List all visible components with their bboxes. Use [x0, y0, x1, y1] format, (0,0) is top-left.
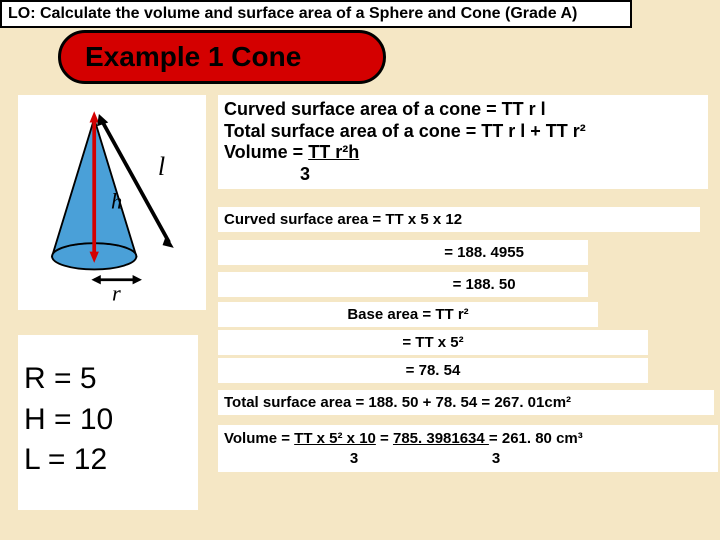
vol-denom2: 3 — [436, 449, 556, 469]
calc-base-1: Base area = TT r² — [218, 302, 598, 327]
example-title: Example 1 Cone — [58, 30, 386, 84]
given-l: L = 12 — [24, 440, 192, 481]
radius-arrow-l — [91, 275, 100, 284]
calc-base-3: = 78. 54 — [218, 358, 648, 383]
given-values: R = 5 H = 10 L = 12 — [18, 335, 198, 510]
vol-num2: 785. 3981634 — [393, 430, 489, 447]
vol-eq1: = — [376, 430, 393, 447]
calc-csa-1: Curved surface area = TT x 5 x 12 — [218, 207, 700, 232]
vol-prefix: Volume = — [224, 430, 294, 447]
cone-diagram: h l r — [18, 95, 206, 310]
calc-tsa: Total surface area = 188. 50 + 78. 54 = … — [218, 390, 714, 415]
radius-arrow-r — [133, 275, 142, 284]
formula-csa: Curved surface area of a cone = TT r l — [224, 99, 702, 121]
formula-vol-num: TT r²h — [308, 142, 359, 162]
height-arrow-up — [90, 111, 99, 122]
calc-csa-2: = 188. 4955 — [218, 240, 588, 265]
lo-bar: LO: Calculate the volume and surface are… — [0, 0, 632, 28]
calc-base-2: = TT x 5² — [218, 330, 648, 355]
given-r: R = 5 — [24, 359, 192, 400]
formula-tsa: Total surface area of a cone = TT r l + … — [224, 121, 702, 143]
formula-vol: Volume = TT r²h — [224, 142, 702, 164]
vol-denom1: 3 — [294, 449, 414, 469]
formula-vol-prefix: Volume = — [224, 142, 308, 162]
label-h: h — [111, 189, 122, 214]
vol-num1: TT x 5² x 10 — [294, 430, 376, 447]
calc-vol: Volume = TT x 5² x 10 = 785. 3981634 = 2… — [218, 425, 718, 472]
given-h: H = 10 — [24, 400, 192, 441]
label-l: l — [158, 152, 165, 181]
vol-result: = 261. 80 cm³ — [489, 430, 583, 447]
calc-csa-3: = 188. 50 — [218, 272, 588, 297]
label-r: r — [112, 280, 121, 305]
formula-block: Curved surface area of a cone = TT r l T… — [218, 95, 708, 189]
formula-vol-denom: 3 — [224, 164, 702, 186]
